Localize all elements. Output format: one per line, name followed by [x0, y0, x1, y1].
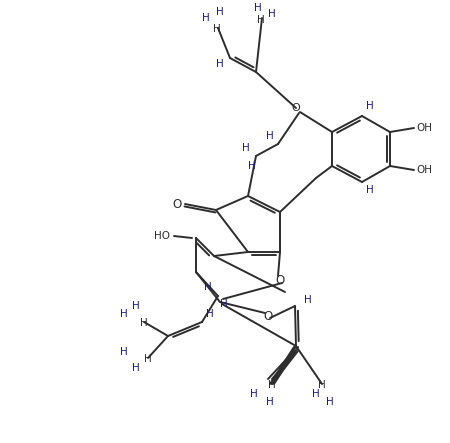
- Text: H: H: [366, 185, 374, 195]
- Text: H: H: [250, 389, 258, 399]
- Text: H: H: [216, 59, 224, 69]
- Text: H: H: [132, 363, 140, 373]
- Text: H: H: [204, 282, 212, 292]
- Text: H: H: [242, 143, 250, 153]
- Text: H: H: [206, 309, 214, 319]
- Text: H: H: [268, 380, 276, 390]
- Text: H: H: [120, 347, 128, 357]
- Text: H: H: [257, 15, 265, 25]
- Text: H: H: [304, 295, 312, 305]
- Text: OH: OH: [416, 165, 432, 175]
- Text: H: H: [254, 3, 262, 13]
- Text: H: H: [318, 380, 326, 390]
- Text: H: H: [248, 161, 256, 171]
- Text: H: H: [312, 389, 320, 399]
- Text: H: H: [132, 301, 140, 311]
- Text: H: H: [140, 318, 148, 328]
- Text: H: H: [268, 9, 276, 19]
- Text: H: H: [266, 397, 274, 407]
- Text: O: O: [292, 103, 301, 113]
- Text: HO: HO: [154, 231, 170, 241]
- Text: H: H: [220, 299, 228, 309]
- Text: H: H: [213, 24, 221, 34]
- Text: H: H: [144, 354, 152, 364]
- Text: O: O: [172, 198, 182, 210]
- Text: H: H: [202, 13, 210, 23]
- Text: H: H: [216, 7, 224, 17]
- Text: OH: OH: [416, 123, 432, 133]
- Text: O: O: [275, 273, 284, 287]
- Text: H: H: [266, 131, 274, 141]
- Text: H: H: [120, 309, 128, 319]
- Text: O: O: [263, 310, 273, 323]
- Text: H: H: [366, 101, 374, 111]
- Text: H: H: [326, 397, 334, 407]
